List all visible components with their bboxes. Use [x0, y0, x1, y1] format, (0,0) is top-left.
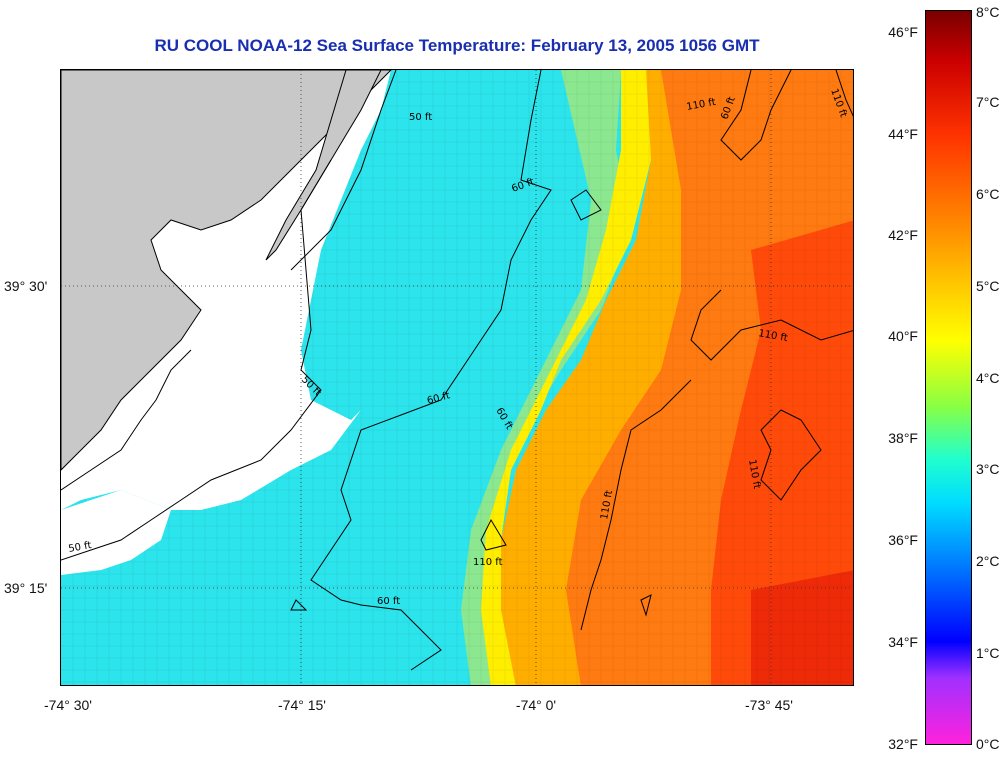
longitude-label: -74° 15': [278, 697, 326, 713]
colorbar-celsius-label: 3°C: [976, 461, 1000, 477]
contour-small-b: [640, 594, 652, 617]
contour-label: 110 ft: [473, 557, 503, 568]
contour-label: 110 ft: [757, 328, 788, 344]
colorbar-fahrenheit-label: 46°F: [888, 24, 918, 40]
longitude-label: -74° 30': [44, 697, 92, 713]
colorbar-fahrenheit-label: 44°F: [888, 126, 918, 142]
contour-110ft: [720, 70, 792, 161]
contour-60ft: [310, 70, 552, 671]
contour-110ft-c: [580, 379, 692, 631]
contour-label: 60 ft: [377, 596, 400, 607]
longitude-label: -74° 0': [515, 697, 557, 713]
colorbar-celsius-label: 0°C: [976, 736, 1000, 752]
contour-110ft-small: [480, 518, 507, 551]
contour-label: 110 ft: [686, 97, 717, 113]
contour-50ft: [61, 159, 332, 561]
colorbar-celsius-label: 6°C: [976, 186, 1000, 202]
colorbar-celsius-label: 2°C: [976, 553, 1000, 569]
colorbar-fahrenheit-label: 36°F: [888, 532, 918, 548]
sst-map: 50 ft 50 ft 50 ft 60 ft 60 ft 60 ft 60 f…: [60, 69, 854, 686]
colorbar-fahrenheit-label: 38°F: [888, 430, 918, 446]
colorbar-fahrenheit-label: 42°F: [888, 227, 918, 243]
contour-label: 110 ft: [746, 459, 762, 490]
colorbar-celsius-label: 8°C: [976, 4, 1000, 20]
contour-110ft-d: [760, 409, 822, 501]
latitude-label: 39° 30': [4, 278, 48, 294]
contour-label: 110 ft: [599, 489, 615, 520]
land-mass: [61, 70, 392, 471]
temperature-colorbar: [925, 10, 972, 745]
colorbar-celsius-label: 5°C: [976, 278, 1000, 294]
map-title: RU COOL NOAA-12 Sea Surface Temperature:…: [154, 36, 760, 55]
colorbar-fahrenheit-label: 40°F: [888, 328, 918, 344]
contour-110ft-e: [835, 70, 853, 117]
longitude-label: -73° 45': [745, 697, 793, 713]
contour-label: 50 ft: [409, 112, 432, 123]
colorbar-fahrenheit-label: 32°F: [888, 736, 918, 752]
no-data-area-south: [61, 490, 171, 575]
contour-label: 50 ft: [68, 540, 93, 555]
contour-small-c: [290, 599, 308, 611]
colorbar-celsius-label: 4°C: [976, 370, 1000, 386]
latitude-label: 39° 15': [4, 580, 48, 596]
colorbar-celsius-label: 1°C: [976, 645, 1000, 661]
contour-60ft-small: [570, 189, 602, 221]
contour-110ft-b: [690, 289, 853, 361]
colorbar-celsius-label: 7°C: [976, 94, 1000, 110]
colorbar-fahrenheit-label: 34°F: [888, 634, 918, 650]
